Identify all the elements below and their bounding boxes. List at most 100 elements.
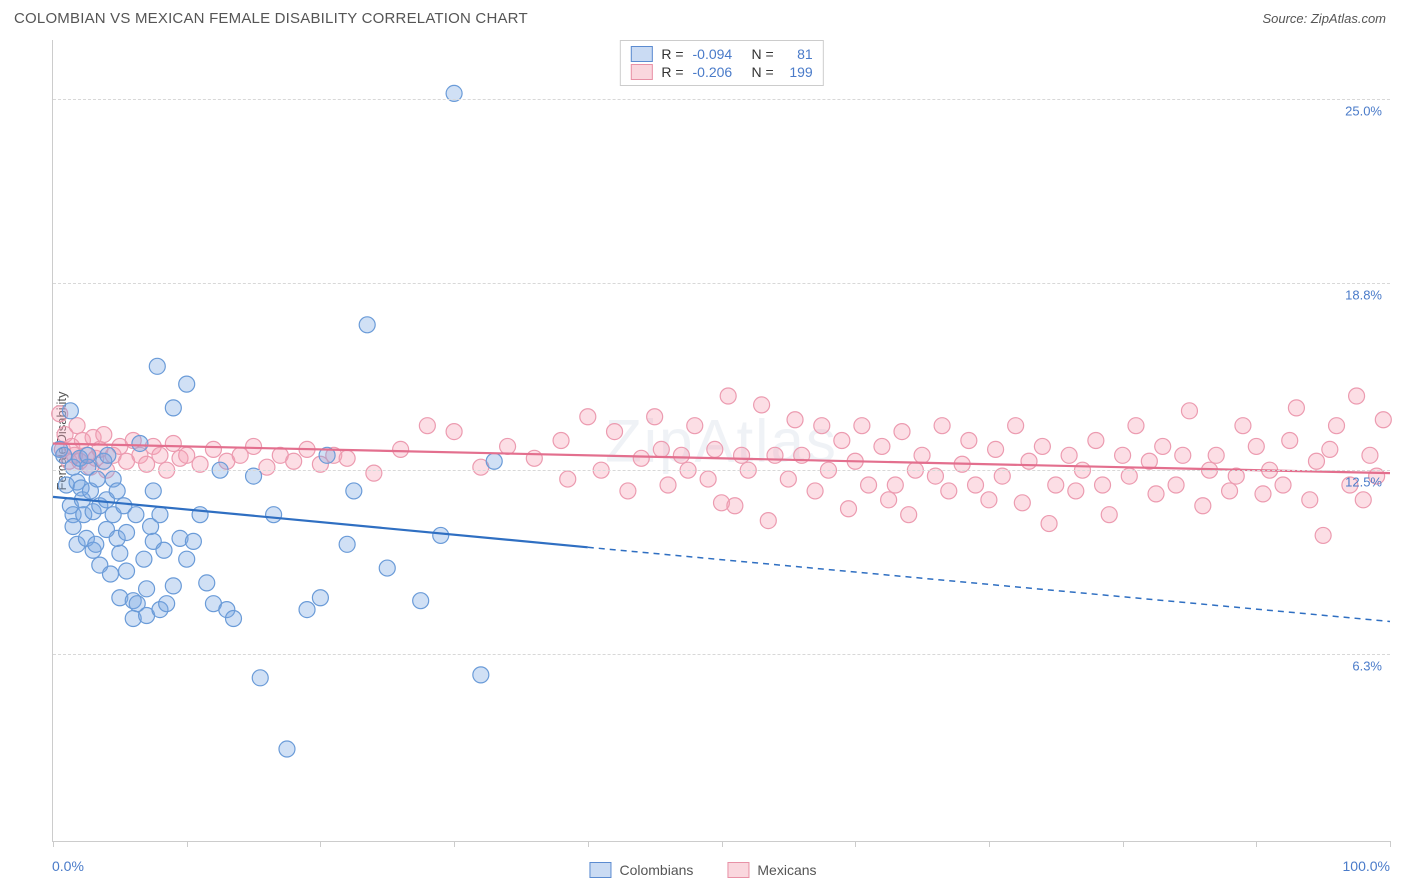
- data-point: [1222, 483, 1238, 499]
- data-point: [246, 438, 262, 454]
- chart-container: Female Disability ZipAtlas R = -0.094 N …: [14, 40, 1392, 842]
- data-point: [1101, 507, 1117, 523]
- data-point: [266, 507, 282, 523]
- data-point: [1329, 418, 1345, 434]
- data-point: [1034, 438, 1050, 454]
- swatch-colombians-icon: [589, 862, 611, 878]
- data-point: [834, 433, 850, 449]
- data-point: [159, 596, 175, 612]
- data-point: [109, 483, 125, 499]
- data-point: [734, 447, 750, 463]
- data-point: [152, 447, 168, 463]
- data-point: [1148, 486, 1164, 502]
- scatter-svg: [53, 40, 1390, 841]
- data-point: [881, 492, 897, 508]
- series-legend: Colombians Mexicans: [589, 862, 816, 878]
- data-point: [102, 566, 118, 582]
- data-point: [132, 435, 148, 451]
- data-point: [861, 477, 877, 493]
- data-point: [941, 483, 957, 499]
- plot-area: ZipAtlas R = -0.094 N = 81 R = -0.206 N …: [52, 40, 1390, 842]
- data-point: [1168, 477, 1184, 493]
- legend-label: Colombians: [619, 862, 693, 878]
- x-max-label: 100.0%: [1343, 858, 1390, 874]
- data-point: [152, 507, 168, 523]
- data-point: [1195, 498, 1211, 514]
- data-point: [62, 403, 78, 419]
- data-point: [339, 450, 355, 466]
- data-point: [145, 483, 161, 499]
- data-point: [526, 450, 542, 466]
- data-point: [433, 527, 449, 543]
- data-point: [1362, 447, 1378, 463]
- y-tick-label: 25.0%: [1345, 104, 1382, 119]
- data-point: [901, 507, 917, 523]
- data-point: [1315, 527, 1331, 543]
- data-point: [1095, 477, 1111, 493]
- data-point: [165, 578, 181, 594]
- data-point: [914, 447, 930, 463]
- data-point: [88, 536, 104, 552]
- data-point: [780, 471, 796, 487]
- data-point: [988, 441, 1004, 457]
- data-point: [149, 358, 165, 374]
- legend-label: Mexicans: [757, 862, 816, 878]
- data-point: [128, 507, 144, 523]
- data-point: [473, 667, 489, 683]
- data-point: [379, 560, 395, 576]
- data-point: [1155, 438, 1171, 454]
- data-point: [807, 483, 823, 499]
- data-point: [560, 471, 576, 487]
- data-point: [179, 376, 195, 392]
- data-point: [486, 453, 502, 469]
- data-point: [687, 418, 703, 434]
- data-point: [419, 418, 435, 434]
- data-point: [720, 388, 736, 404]
- data-point: [89, 471, 105, 487]
- data-point: [887, 477, 903, 493]
- y-tick-label: 18.8%: [1345, 288, 1382, 303]
- data-point: [760, 513, 776, 529]
- data-point: [633, 450, 649, 466]
- data-point: [1255, 486, 1271, 502]
- data-point: [647, 409, 663, 425]
- data-point: [653, 441, 669, 457]
- data-point: [1355, 492, 1371, 508]
- data-point: [673, 447, 689, 463]
- data-point: [1282, 433, 1298, 449]
- data-point: [1322, 441, 1338, 457]
- data-point: [413, 593, 429, 609]
- data-point: [1088, 433, 1104, 449]
- data-point: [874, 438, 890, 454]
- data-point: [339, 536, 355, 552]
- data-point: [69, 418, 85, 434]
- data-point: [136, 551, 152, 567]
- chart-title: COLOMBIAN VS MEXICAN FEMALE DISABILITY C…: [14, 10, 528, 27]
- data-point: [185, 533, 201, 549]
- data-point: [286, 453, 302, 469]
- data-point: [1248, 438, 1264, 454]
- y-tick-label: 6.3%: [1352, 659, 1382, 674]
- data-point: [700, 471, 716, 487]
- data-point: [553, 433, 569, 449]
- data-point: [1235, 418, 1251, 434]
- source-credit: Source: ZipAtlas.com: [1262, 11, 1386, 26]
- data-point: [252, 670, 268, 686]
- data-point: [1275, 477, 1291, 493]
- data-point: [366, 465, 382, 481]
- data-point: [607, 424, 623, 440]
- data-point: [500, 438, 516, 454]
- y-tick-label: 12.5%: [1345, 475, 1382, 490]
- data-point: [119, 524, 135, 540]
- data-point: [961, 433, 977, 449]
- data-point: [80, 447, 96, 463]
- data-point: [279, 741, 295, 757]
- trend-line-extrapolated: [588, 547, 1390, 621]
- data-point: [393, 441, 409, 457]
- data-point: [1302, 492, 1318, 508]
- data-point: [1181, 403, 1197, 419]
- data-point: [1308, 453, 1324, 469]
- data-point: [754, 397, 770, 413]
- data-point: [96, 427, 112, 443]
- data-point: [620, 483, 636, 499]
